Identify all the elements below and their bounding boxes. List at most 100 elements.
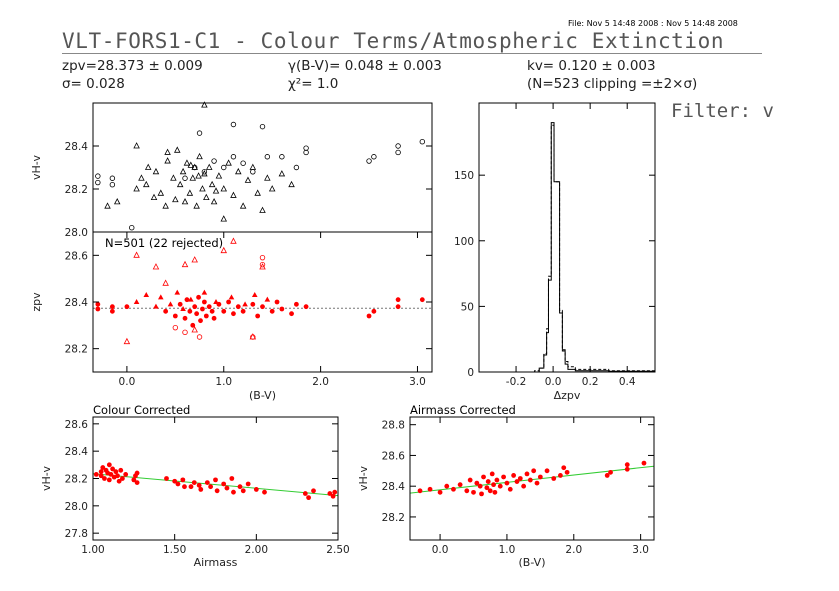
airmass-corrected-scatter-point: [624, 466, 630, 472]
colour-corrected-xtick-label: 1.50: [163, 544, 186, 556]
top-scatter-point: [259, 206, 266, 213]
zp-scatter-point: [192, 304, 198, 310]
zp-scatter-point: [196, 334, 203, 340]
top-scatter-point: [395, 143, 401, 149]
zp-scatter-point: [289, 311, 294, 317]
top-scatter-point: [104, 202, 111, 209]
colour-corrected-scatter-point: [180, 477, 186, 483]
top-scatter-point: [203, 193, 210, 201]
top-ylabel: vH-v: [30, 155, 43, 180]
top-scatter-point: [176, 180, 184, 188]
top-scatter-point: [419, 138, 426, 145]
top-scatter-point: [174, 146, 181, 153]
zp-scatter-point: [153, 303, 159, 309]
top-scatter-point: [371, 154, 377, 160]
top-scatter-point: [133, 185, 140, 192]
airmass-corrected-scatter-point: [527, 477, 533, 483]
airmass-corrected-scatter-point: [517, 476, 523, 481]
top-scatter-point: [191, 164, 198, 171]
zp-scatter-point: [133, 251, 140, 258]
top-scatter-point: [293, 164, 300, 171]
colour-corrected-scatter-point: [106, 477, 112, 483]
colour-corrected-xlabel: Airmass: [194, 556, 238, 569]
airmass-corrected-scatter-point: [564, 469, 570, 475]
zp-scatter-point: [250, 334, 256, 340]
top-scatter-point: [186, 189, 194, 196]
filter-label: Filter: v: [671, 100, 774, 122]
mid-xtick-label: 1.0: [215, 376, 232, 388]
top-scatter-point: [235, 167, 242, 175]
zp-scatter-point: [274, 299, 280, 305]
top-scatter-point: [201, 101, 208, 108]
zp-scatter-point: [228, 294, 235, 300]
top-scatter-point: [225, 159, 232, 166]
airmass-corrected-scatter-point: [537, 474, 543, 480]
airmass-corrected-scatter-point: [524, 471, 530, 477]
top-scatter-point: [157, 189, 165, 196]
top-scatter-point: [109, 181, 116, 188]
colour-corrected-scatter-point: [221, 481, 227, 487]
colour-corrected-ytick-label: 28.4: [65, 446, 89, 458]
airmass-corrected-title: Airmass Corrected: [410, 403, 516, 417]
zp-scatter-point: [213, 299, 219, 304]
top-scatter-point: [196, 130, 203, 136]
zp-scatter-point: [221, 308, 227, 314]
airmass-corrected-scatter-point: [467, 477, 473, 483]
zp-scatter-point: [181, 260, 189, 268]
top-scatter-point: [210, 198, 218, 205]
colour-corrected-scatter-point: [188, 484, 194, 490]
colour-corrected-scatter-point: [98, 469, 104, 475]
airmass-corrected-scatter-point: [544, 468, 550, 474]
zp-scatter-point: [226, 299, 232, 305]
top-scatter-point: [144, 163, 152, 170]
top-scatter-point: [366, 158, 372, 164]
top-scatter-point: [199, 185, 206, 192]
zp-scatter-point: [152, 263, 160, 270]
colour-corrected-scatter-point: [164, 476, 169, 481]
top-scatter-point: [254, 189, 261, 196]
colour-corrected-scatter-point: [330, 493, 336, 499]
zp-scatter-point: [231, 311, 236, 317]
colour-corrected-scatter-point: [332, 489, 338, 495]
top-scatter-point: [172, 195, 179, 203]
zp-scatter-point: [260, 304, 265, 310]
top-scatter-point: [264, 174, 271, 181]
zp-scatter-point: [371, 308, 377, 314]
colour-corrected-scatter-point: [100, 465, 106, 470]
file-info: File: Nov 5 14:48 2008 : Nov 5 14:48 200…: [568, 19, 738, 28]
colour-corrected-scatter-point: [102, 476, 107, 481]
top-scatter-point: [182, 175, 188, 181]
top-scatter-point: [221, 164, 227, 171]
airmass-corrected-scatter-point: [534, 480, 540, 486]
top-ytick-label: 28.4: [65, 141, 89, 153]
colour-corrected-scatter-point: [229, 476, 235, 481]
top-scatter-point: [201, 169, 208, 175]
top-scatter-point: [230, 154, 237, 160]
top-scatter-point: [183, 159, 191, 166]
rejected-annotation: N=501 (22 rejected): [105, 236, 223, 250]
top-scatter-point: [208, 180, 216, 188]
colour-corrected-scatter-point: [134, 470, 140, 476]
top-scatter-point: [170, 174, 177, 181]
colour-corrected-scatter-point: [93, 472, 99, 477]
colour-corrected-scatter-point: [131, 477, 137, 483]
airmass-corrected-scatter-point: [561, 465, 567, 471]
colour-corrected-scatter-point: [224, 485, 230, 491]
top-scatter-point: [278, 170, 286, 177]
zp-scatter-point: [191, 326, 198, 333]
colour-corrected-scatter-point: [134, 480, 140, 485]
airmass-corrected-scatter-point: [437, 489, 443, 495]
colour-corrected-scatter-point: [311, 488, 316, 494]
zp-scatter-point: [201, 299, 207, 305]
top-scatter-point: [138, 174, 145, 181]
airmass-corrected-scatter-point: [558, 473, 563, 478]
zp-scatter-point: [269, 308, 275, 314]
zp-scatter-point: [259, 261, 266, 268]
colour-corrected-scatter-point: [115, 473, 120, 479]
airmass-corrected-scatter-point: [551, 476, 557, 481]
top-scatter-point: [211, 158, 217, 164]
top-scatter-point: [259, 123, 266, 130]
airmass-corrected-scatter-point: [487, 488, 493, 494]
airmass-corrected-scatter-point: [471, 489, 476, 495]
